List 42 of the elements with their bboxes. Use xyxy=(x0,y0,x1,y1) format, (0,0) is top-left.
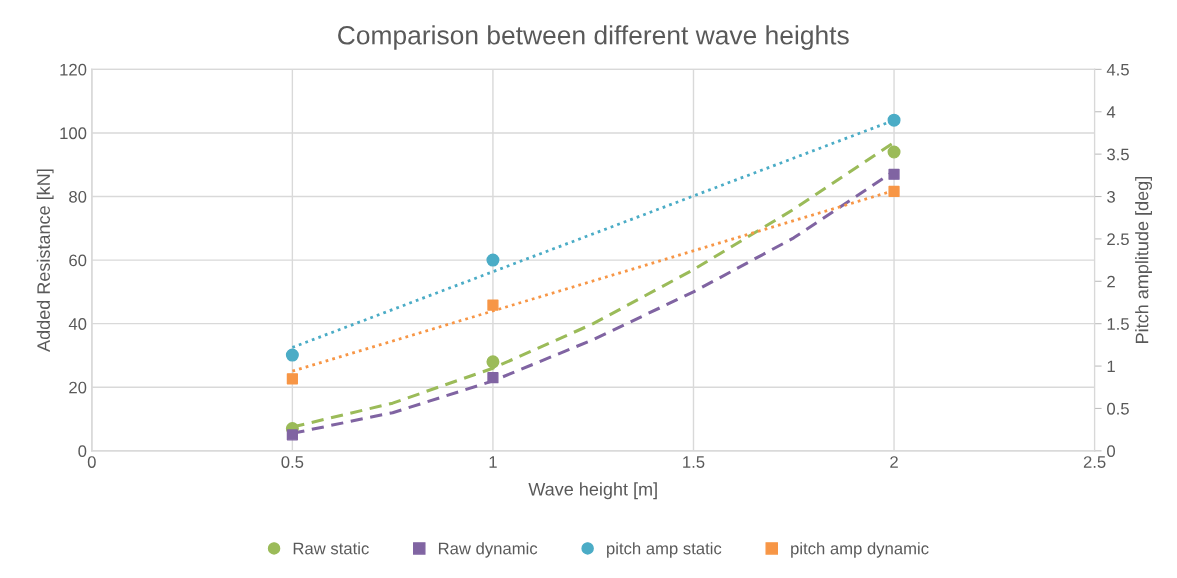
point xyxy=(888,168,900,180)
x-tick-label: 1.5 xyxy=(683,456,705,468)
point xyxy=(487,372,499,384)
y-tick-label: 20 xyxy=(69,381,87,394)
y2-axis-title: Pitch amplitude [deg] xyxy=(1135,177,1152,343)
point xyxy=(285,348,299,362)
legend-label: pitch amp dynamic xyxy=(791,542,929,558)
y-tick-label: 0 xyxy=(78,445,87,458)
y2-tick-label: 2 xyxy=(1107,275,1115,288)
point xyxy=(286,429,298,441)
y2-tick-label: 0.5 xyxy=(1107,402,1129,415)
x-tick-label: 0.5 xyxy=(281,456,304,468)
point xyxy=(888,185,900,198)
y-tick-label: 80 xyxy=(69,190,87,203)
x-tick-label: 2 xyxy=(890,456,898,468)
x-axis-title: Wave height [m] xyxy=(528,482,657,500)
y2-tick-label: 1.5 xyxy=(1107,318,1129,330)
x-tick-label: 2.5 xyxy=(1083,456,1106,468)
y-tick-label: 60 xyxy=(69,254,87,267)
point xyxy=(286,373,298,385)
y-axis-title: Added Resistance [kN] xyxy=(36,169,54,352)
y2-tick-label: 4 xyxy=(1106,106,1116,118)
chart-title: Comparison between different wave heights xyxy=(338,25,849,50)
y-tick-label: 100 xyxy=(60,127,87,140)
legend-label: Raw dynamic xyxy=(438,542,538,558)
y2-tick-label: 0 xyxy=(1107,445,1116,458)
point xyxy=(887,113,901,127)
y2-tick-label: 4.5 xyxy=(1106,63,1129,76)
point xyxy=(486,253,500,267)
y2-tick-label: 3.5 xyxy=(1107,148,1129,161)
y-tick-label: 40 xyxy=(68,318,87,330)
y-tick-label: 120 xyxy=(60,63,87,76)
point xyxy=(887,145,901,159)
x-tick-label: 1 xyxy=(489,456,497,468)
y2-tick-label: 2.5 xyxy=(1107,233,1129,246)
y2-tick-label: 1 xyxy=(1107,360,1115,373)
x-tick-label: 0 xyxy=(87,456,96,468)
legend-label: pitch amp static xyxy=(607,542,722,558)
y2-tick-label: 3 xyxy=(1107,190,1115,203)
point xyxy=(486,355,500,369)
legend-label: Raw static xyxy=(293,542,369,555)
point xyxy=(487,299,499,311)
